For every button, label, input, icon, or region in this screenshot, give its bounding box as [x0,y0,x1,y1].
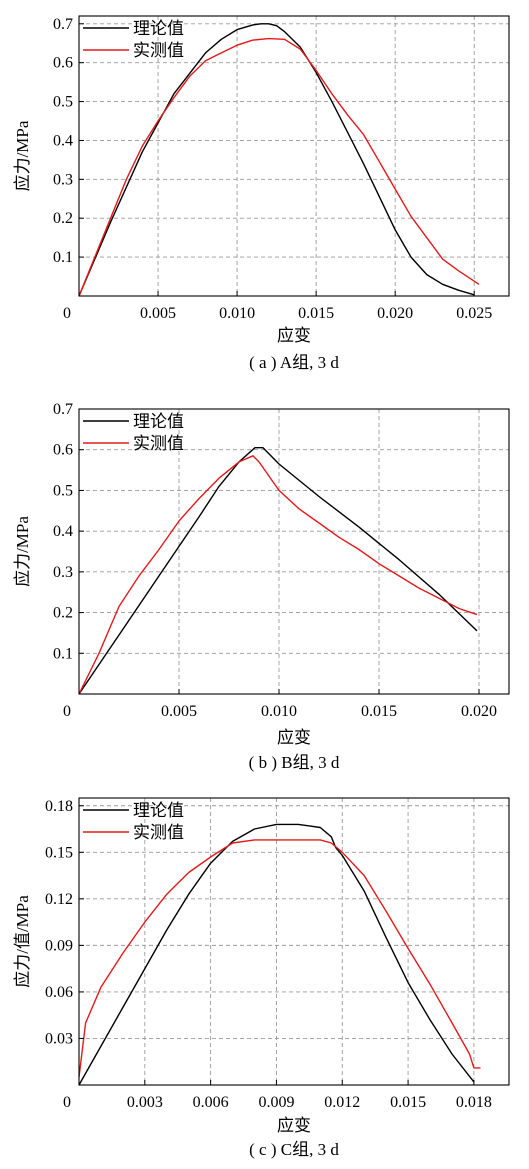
x-tick-label: 0.020 [377,305,413,322]
y-tick-label: 0.5 [53,482,73,499]
chart-panel-2: 0 0.005 0.010 0.015 0.020 0.1 0.2 0.3 0.4 0.5 0.6 0… [13,401,510,772]
y-tick-label: 0.3 [53,171,73,188]
x-tick-label: 0.005 [161,703,197,720]
y-tick-label: 0.03 [45,1030,73,1047]
y-tick-label: 0.09 [45,937,73,954]
y-tick-label: 0.4 [53,523,73,540]
y-axis-label: 应力/MPa [13,516,32,587]
x-tick-label: 0 [63,703,71,720]
legend-entry: 理论值 [133,19,184,38]
x-tick-label: 0.005 [140,305,176,322]
y-tick-label: 0.5 [53,94,73,111]
x-axis-label: 应变 [277,1116,311,1135]
y-axis-label: 应力/值/MPa [13,895,32,988]
x-tick-label: 0.012 [324,1094,360,1111]
series-line-measured [78,839,481,1078]
grid [79,798,509,1085]
x-tick-label: 0.018 [456,1094,492,1111]
x-tick-label: 0.006 [193,1094,229,1111]
y-tick-label: 0.1 [53,249,73,266]
series-line-theoretical [78,447,478,695]
x-tick-label: 0.010 [261,703,297,720]
legend-entry: 实测值 [133,823,184,842]
series-line-theoretical [78,23,475,297]
chart-panel-1: 0 0.005 0.010 0.015 0.020 0.025 0.1 0.2 0.3 0.4 0.… [13,15,510,372]
x-axis-label: 应变 [277,326,311,345]
y-axis-label: 应力/MPa [13,120,32,191]
figure-caption: ( c ) C组, 3 d [249,1140,339,1159]
grid [79,16,509,296]
legend-entry: 实测值 [133,41,184,60]
x-tick-label: 0.015 [361,703,397,720]
series-line-theoretical [78,823,475,1086]
legend-entry: 实测值 [133,434,184,453]
grid [79,408,509,694]
y-tick-label: 0.4 [53,132,73,149]
y-tick-label: 0.06 [45,984,73,1001]
plot-frame [78,797,510,1086]
y-tick-label: 0.2 [53,210,73,227]
series-line-measured [78,37,480,297]
y-tick-label: 0.7 [53,16,73,33]
plot-frame [78,15,510,297]
series-line-measured [78,455,478,695]
x-tick-label: 0.025 [456,305,492,322]
x-tick-label: 0.020 [461,703,497,720]
figure-caption: ( b ) B组, 3 d [249,753,340,772]
y-tick-label: 0.18 [45,798,73,815]
y-tick-label: 0.6 [53,55,73,72]
legend-entry: 理论值 [133,412,184,431]
x-tick-label: 0.015 [298,305,334,322]
y-tick-label: 0.6 [53,442,73,459]
x-tick-label: 0.010 [219,305,255,322]
x-tick-label: 0 [63,305,71,322]
x-axis-label: 应变 [277,728,311,747]
y-tick-label: 0.3 [53,564,73,581]
x-tick-label: 0 [63,1094,71,1111]
x-tick-label: 0.003 [127,1094,163,1111]
x-tick-label: 0.015 [390,1094,426,1111]
y-tick-label: 0.12 [45,891,73,908]
chart-panel-3: 0 0.003 0.006 0.009 0.012 0.015 0.018 0.03 0.06 0… [13,797,510,1159]
y-tick-label: 0.7 [53,401,73,418]
y-tick-label: 0.1 [53,645,73,662]
y-tick-label: 0.2 [53,605,73,622]
y-tick-label: 0.15 [45,844,73,861]
figure-caption: ( a ) A组, 3 d [249,353,339,372]
legend-entry: 理论值 [133,801,184,820]
plot-frame [78,408,510,695]
x-tick-label: 0.009 [258,1094,294,1111]
